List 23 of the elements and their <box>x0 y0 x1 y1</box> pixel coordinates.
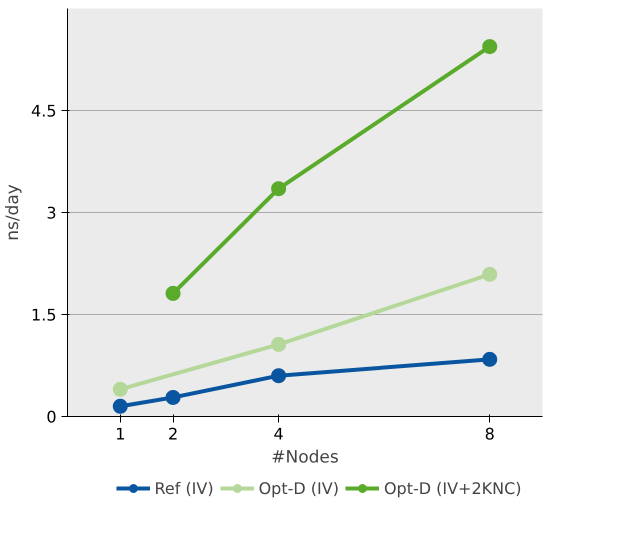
point <box>112 382 128 397</box>
point <box>166 286 181 301</box>
y-tick-label: 3 <box>46 204 57 222</box>
y-tick-label: 4.5 <box>31 102 57 120</box>
point <box>482 266 498 282</box>
y-axis-title: ns/day <box>3 184 24 241</box>
y-tick-label: 0 <box>46 408 57 426</box>
point <box>271 368 286 384</box>
x-tick-label: 1 <box>115 424 126 444</box>
point <box>271 181 286 196</box>
x-axis-title: #Nodes <box>271 448 339 468</box>
point <box>482 352 498 367</box>
legend-label: Ref (IV) <box>154 478 214 498</box>
legend-label: Opt-D (IV) <box>258 478 339 498</box>
x-tick-label: 4 <box>274 424 284 444</box>
point <box>271 336 286 352</box>
y-tick-label: 1.5 <box>31 306 57 324</box>
x-tick-label: 8 <box>484 424 495 444</box>
point <box>112 398 128 414</box>
legend-label: Opt-D (IV+2KNC) <box>384 478 522 498</box>
point <box>166 390 181 405</box>
point <box>482 39 498 54</box>
x-tick-label: 2 <box>168 424 178 444</box>
